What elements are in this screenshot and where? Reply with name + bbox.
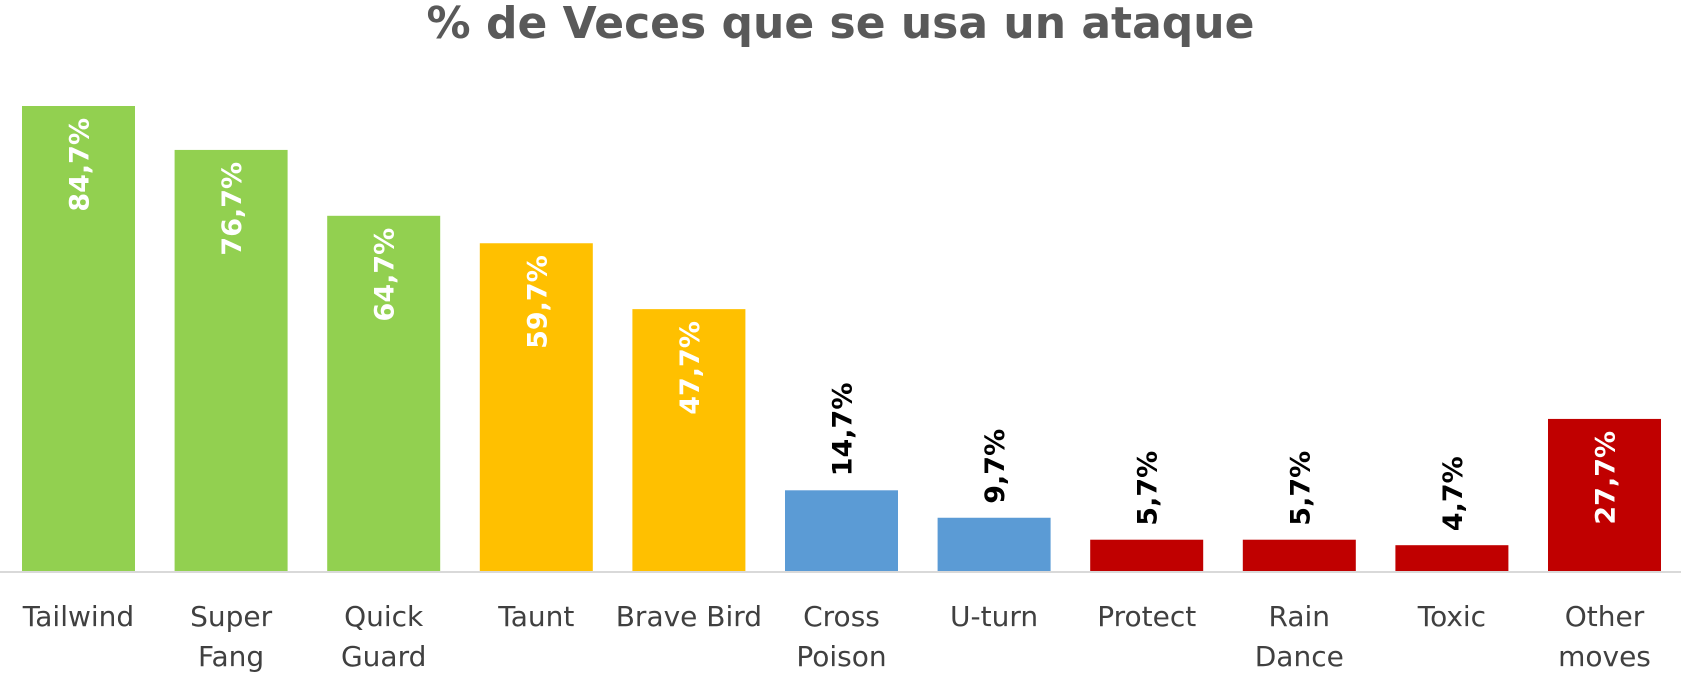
category-label-cross-poison-line-1: Cross <box>803 600 880 633</box>
data-label-toxic: 4,7% <box>1438 456 1469 531</box>
category-label-cross-poison-line-2: Poison <box>796 640 886 673</box>
bar-taunt <box>479 243 593 571</box>
bar-u-turn <box>937 517 1051 571</box>
bar-other-moves <box>1548 418 1661 571</box>
data-label-taunt: 59,7% <box>522 255 553 349</box>
category-label-protect: Protect <box>1097 600 1196 633</box>
category-label-quick-guard-line-1: Quick <box>344 600 424 633</box>
category-label-quick-guard-line-2: Guard <box>341 640 426 673</box>
data-label-cross-poison: 14,7% <box>828 383 859 477</box>
bar-protect <box>1090 539 1204 571</box>
category-label-toxic: Toxic <box>1417 600 1486 633</box>
category-label-rain-dance-line-1: Rain <box>1269 600 1331 633</box>
bar-quick-guard <box>327 215 441 571</box>
category-label-taunt: Taunt <box>497 600 574 633</box>
category-label-other-moves-line-2: moves <box>1558 640 1651 673</box>
bars-group <box>22 106 1661 571</box>
category-label-rain-dance-line-2: Dance <box>1255 640 1344 673</box>
category-labels-group: Tailwind Super Fang Quick Guard Taunt Brave Bi… <box>22 600 1651 673</box>
bar-brave-bird <box>632 309 746 571</box>
data-label-other-moves: 27,7% <box>1591 431 1622 525</box>
data-label-rain-dance: 5,7% <box>1285 451 1316 526</box>
data-label-protect: 5,7% <box>1133 451 1164 526</box>
data-label-super-fang: 76,7% <box>217 162 248 256</box>
category-label-brave-bird: Brave Bird <box>616 600 762 633</box>
data-label-u-turn: 9,7% <box>980 429 1011 504</box>
chart-title: % de Veces que se usa un ataque <box>426 0 1255 49</box>
bar-super-fang <box>174 149 288 571</box>
data-label-brave-bird: 47,7% <box>675 321 706 415</box>
data-label-tailwind: 84,7% <box>65 118 96 212</box>
data-labels-group: 84,7% 76,7% 64,7% 59,7% 47,7% 14,7% 9,7% 5,7% 5,… <box>65 118 1622 531</box>
bar-tailwind <box>22 106 135 571</box>
bar-cross-poison <box>785 490 898 571</box>
bar-toxic <box>1395 545 1509 571</box>
category-label-super-fang-line-1: Super <box>190 600 273 633</box>
category-label-u-turn: U-turn <box>950 600 1038 633</box>
category-label-super-fang-line-2: Fang <box>198 640 264 673</box>
bar-rain-dance <box>1242 539 1356 571</box>
category-label-tailwind: Tailwind <box>22 600 134 633</box>
data-label-quick-guard: 64,7% <box>370 228 401 322</box>
category-label-other-moves-line-1: Other <box>1565 600 1645 633</box>
